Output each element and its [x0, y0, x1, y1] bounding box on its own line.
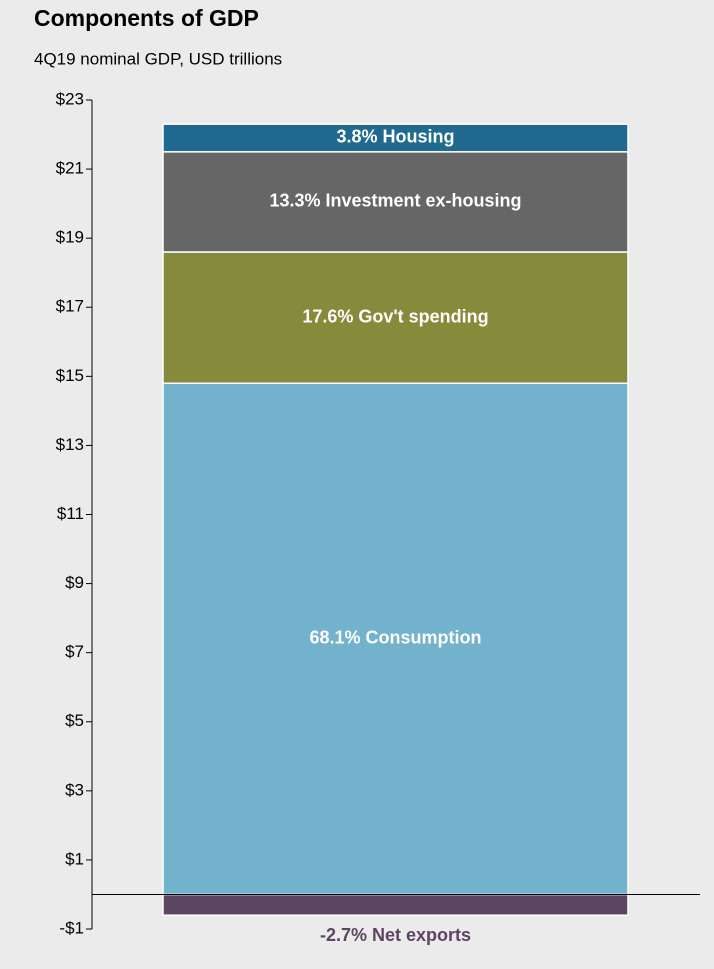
- y-tick-label: $21: [56, 159, 84, 178]
- y-tick-label: $7: [65, 642, 84, 661]
- chart-title: Components of GDP: [34, 5, 259, 31]
- y-tick-label: -$1: [59, 918, 84, 937]
- bar-segment: [162, 251, 629, 384]
- y-tick-label: $19: [56, 228, 84, 247]
- y-tick-label: $5: [65, 711, 84, 730]
- segment-label: -2.7% Net exports: [320, 925, 471, 945]
- y-tick-label: $15: [56, 366, 84, 385]
- y-tick-label: $1: [65, 849, 84, 868]
- bar-segment: [162, 382, 629, 896]
- y-tick-label: $17: [56, 297, 84, 316]
- y-tick-label: $23: [56, 89, 84, 108]
- y-tick-label: $3: [65, 780, 84, 799]
- chart-subtitle: 4Q19 nominal GDP, USD trillions: [34, 49, 282, 68]
- bar-segment: [162, 123, 629, 153]
- y-tick-label: $9: [65, 573, 84, 592]
- segment-label: 17.6% Gov't spending: [302, 306, 488, 326]
- segment-label: 3.8% Housing: [336, 127, 454, 147]
- y-tick-label: $11: [57, 504, 84, 523]
- y-tick-label: $13: [56, 435, 84, 454]
- segment-label: 13.3% Investment ex-housing: [269, 191, 521, 211]
- bar-segment: [162, 893, 629, 916]
- segment-label: 68.1% Consumption: [309, 628, 481, 648]
